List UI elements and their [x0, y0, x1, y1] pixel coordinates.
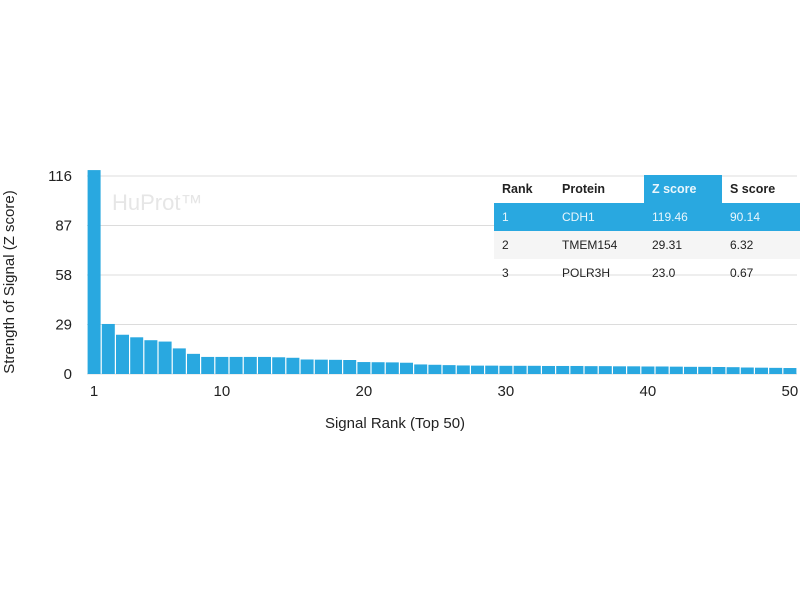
x-tick-label: 50 [782, 383, 799, 400]
x-tick-label: 30 [498, 383, 515, 400]
header-z-score: Z score [644, 175, 722, 203]
y-tick-label: 116 [48, 168, 72, 185]
table-row: 2 TMEM154 29.31 6.32 [494, 231, 800, 259]
bar-rank-35 [570, 365, 584, 374]
bar-rank-27 [456, 365, 470, 374]
bar-rank-45 [712, 367, 726, 374]
bar-rank-36 [584, 366, 598, 374]
bar-rank-11 [229, 356, 243, 374]
bar-rank-18 [329, 359, 342, 374]
bar-rank-15 [286, 357, 300, 374]
bar-rank-19 [343, 360, 357, 374]
y-tick-label: 29 [55, 317, 72, 334]
bar-rank-30 [499, 365, 513, 374]
header-protein: Protein [562, 182, 606, 196]
header-rank: Rank [502, 182, 533, 196]
bar-rank-39 [627, 366, 641, 374]
bar-rank-7 [172, 348, 186, 374]
cell: 6.32 [722, 231, 800, 259]
bar-rank-42 [669, 366, 683, 374]
bar-rank-4 [130, 337, 144, 374]
cell: 2 [494, 231, 554, 259]
bar-rank-21 [371, 362, 385, 374]
table-header: Rank Protein Z score S score [494, 175, 800, 203]
bar-rank-13 [258, 356, 271, 374]
bar-rank-41 [655, 366, 669, 374]
bar-rank-34 [556, 365, 570, 374]
bar-rank-14 [272, 357, 286, 374]
bar-rank-44 [698, 366, 712, 374]
bar-rank-46 [726, 367, 740, 374]
bar-rank-20 [357, 362, 371, 374]
y-tick-label: 58 [55, 267, 72, 284]
x-tick-label: 40 [640, 383, 657, 400]
cell: CDH1 [554, 203, 644, 231]
bar-rank-6 [158, 341, 172, 374]
bar-rank-24 [414, 364, 428, 374]
bar-rank-5 [144, 340, 158, 374]
table-row: 3 POLR3H 23.0 0.67 [494, 259, 800, 287]
cell: 119.46 [644, 203, 722, 231]
cell: TMEM154 [554, 231, 644, 259]
bar-rank-16 [300, 359, 314, 374]
watermark: HuProt™ [112, 190, 202, 215]
bar-rank-23 [400, 362, 413, 374]
bar-rank-25 [428, 364, 442, 374]
bar-rank-43 [684, 366, 697, 374]
bar-rank-2 [101, 323, 115, 374]
cell: 1 [494, 203, 554, 231]
bar-rank-12 [243, 356, 257, 374]
bar-rank-48 [755, 367, 768, 374]
bar-rank-40 [641, 366, 655, 374]
cell: POLR3H [562, 266, 611, 280]
bar-rank-33 [542, 365, 555, 374]
bar-rank-8 [187, 353, 200, 374]
bar-rank-3 [116, 334, 129, 374]
bar-rank-17 [314, 359, 328, 374]
top-hits-table: Rank Protein Z score S score 1 CDH1 119.46… [494, 175, 800, 287]
table-row: 1 CDH1 119.46 90.14 [494, 203, 800, 231]
bar-rank-29 [485, 365, 499, 374]
bar-rank-22 [385, 362, 399, 374]
cell: 0.67 [730, 266, 754, 280]
bar-rank-26 [442, 365, 456, 374]
bar-rank-38 [613, 366, 626, 374]
cell: 23.0 [652, 266, 676, 280]
cell: 3 [502, 266, 509, 280]
cell: 29.31 [644, 231, 722, 259]
x-tick-label: 10 [214, 383, 231, 400]
y-tick-label: 87 [55, 218, 72, 235]
bar-rank-28 [471, 365, 484, 374]
x-axis-label: Signal Rank (Top 50) [325, 415, 465, 432]
x-tick-label: 20 [356, 383, 373, 400]
bar-rank-31 [513, 365, 527, 374]
cell: 90.14 [722, 203, 800, 231]
bar-rank-1 [87, 170, 101, 374]
bar-rank-50 [783, 368, 797, 374]
bar-rank-32 [527, 365, 541, 374]
bar-rank-47 [740, 367, 754, 374]
y-tick-label: 0 [64, 366, 72, 383]
bar-rank-37 [598, 366, 612, 374]
bar-rank-10 [215, 356, 229, 374]
x-tick-label: 1 [90, 383, 98, 400]
bar-rank-9 [201, 356, 215, 374]
y-axis-label: Strength of Signal (Z score) [1, 190, 18, 373]
bar-rank-49 [769, 367, 783, 374]
header-s-score: S score [730, 182, 776, 196]
